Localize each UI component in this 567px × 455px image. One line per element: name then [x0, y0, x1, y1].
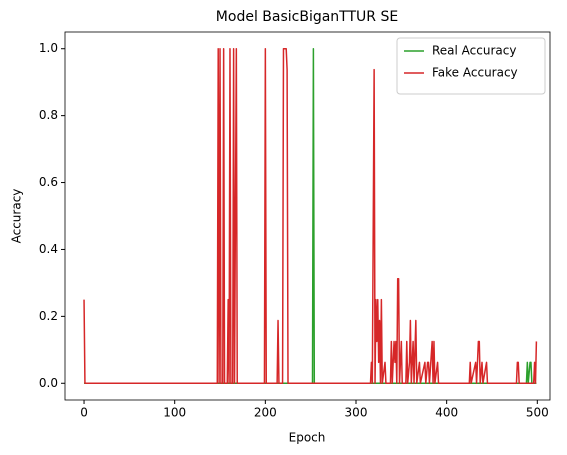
x-tick-label: 200: [254, 406, 277, 420]
y-tick-label: 0.0: [39, 376, 58, 390]
x-tick-label: 500: [526, 406, 549, 420]
x-tick-label: 100: [163, 406, 186, 420]
legend-label: Fake Accuracy: [432, 66, 518, 80]
x-tick-label: 0: [80, 406, 88, 420]
series-line: [84, 47, 537, 385]
y-axis-label: Accuracy: [10, 189, 24, 244]
legend-label: Real Accuracy: [432, 44, 516, 58]
x-tick-label: 400: [435, 406, 458, 420]
x-axis-label: Epoch: [289, 431, 326, 445]
y-tick-label: 0.8: [39, 108, 58, 122]
legend: Real Accuracy Fake Accuracy: [396, 37, 546, 95]
chart-title: Model BasicBiganTTUR SE: [216, 9, 398, 25]
y-tick-label: 0.6: [39, 175, 58, 189]
plot-frame: [64, 31, 551, 401]
legend-box: [396, 37, 546, 95]
y-tick-label: 0.2: [39, 309, 58, 323]
y-tick-label: 1.0: [39, 41, 58, 55]
series-line: [83, 47, 538, 385]
y-tick-label: 0.4: [39, 242, 58, 256]
x-tick-label: 300: [345, 406, 368, 420]
